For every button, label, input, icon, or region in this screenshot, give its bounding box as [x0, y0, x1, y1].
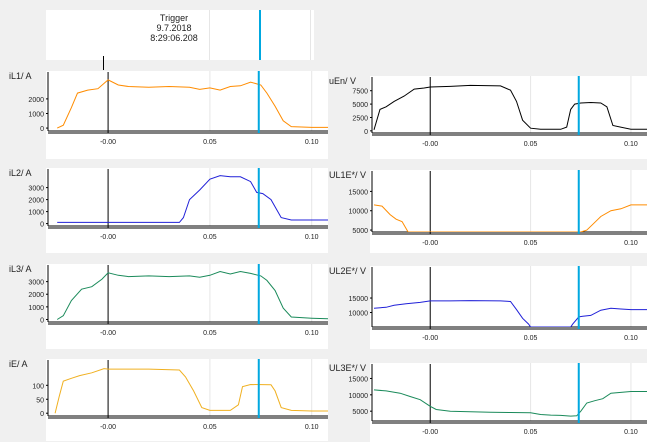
x-tick-label: -0.00 [422, 240, 438, 247]
y-tick-label: 3000 [28, 280, 44, 287]
cursor-line[interactable] [259, 10, 261, 60]
x-tick-label: -0.00 [422, 335, 438, 342]
y-axis-label: UL1E*/ V [329, 170, 366, 180]
y-tick-label: 15000 [349, 296, 369, 303]
y-tick-label: 0 [40, 222, 44, 229]
x-tick-label: 0.05 [203, 234, 217, 241]
trigger-time: 8:29:06.208 [150, 33, 198, 43]
x-tick-label: 0.05 [524, 429, 538, 436]
x-tick-label: -0.00 [100, 139, 116, 146]
plot-background [46, 71, 328, 159]
y-tick-label: 2500 [352, 115, 368, 122]
trigger-gridline [209, 10, 210, 60]
plot-background [46, 168, 328, 253]
x-tick-label: -0.00 [422, 141, 438, 148]
y-tick-label: 15000 [349, 376, 369, 383]
x-tick-label: 0.10 [305, 330, 319, 337]
x-tick-label: 0.05 [524, 335, 538, 342]
series-line-ul3e [373, 389, 647, 417]
y-tick-label: 0 [40, 317, 44, 324]
y-tick-label: 5000 [352, 228, 368, 235]
plot-background [46, 264, 328, 349]
x-tick-label: 0.05 [203, 139, 217, 146]
x-tick-label: 0.10 [624, 240, 638, 247]
trigger-gridline [310, 10, 311, 60]
x-tick-label: -0.00 [100, 424, 116, 431]
trigger-date: 9.7.2018 [156, 23, 192, 33]
y-tick-label: 2000 [28, 97, 44, 104]
x-tick-label: 0.05 [524, 240, 538, 247]
series-line-ul2e [373, 300, 647, 327]
y-axis-label: UL3E*/ V [329, 363, 366, 373]
y-tick-label: 2000 [28, 198, 44, 205]
y-tick-label: 5000 [352, 102, 368, 109]
series-line-il1 [56, 79, 328, 129]
chart-il2: iL2/ A 0 1000 2000 3000 -0.00 0.05 0.10 [9, 168, 328, 253]
y-tick-label: 0 [40, 411, 44, 418]
x-tick-label: 0.05 [203, 330, 217, 337]
plot-background [370, 76, 647, 159]
y-tick-label: 2000 [28, 292, 44, 299]
chart-ul3e: UL3E*/ V 5000 10000 15000 -0.00 0.05 0.10 [329, 363, 647, 442]
x-tick-label: -0.00 [422, 429, 438, 436]
plot-background [46, 359, 328, 441]
y-tick-label: 50 [36, 397, 44, 404]
y-tick-label: 1000 [28, 305, 44, 312]
y-axis-label: UL2E*/ V [329, 266, 366, 276]
y-tick-label: 5000 [352, 409, 368, 416]
x-tick-label: -0.00 [100, 234, 116, 241]
chart-ul_en: uEn/ V 0 2500 5000 7500 -0.00 0.05 0.10 [329, 76, 647, 159]
plot-background [370, 170, 647, 253]
x-tick-label: 0.10 [624, 335, 638, 342]
series-line-ie [54, 368, 328, 414]
y-axis-label: iL1/ A [9, 71, 32, 81]
plot-background [370, 266, 647, 349]
y-axis-label: iL3/ A [9, 264, 32, 274]
y-tick-label: 1000 [28, 111, 44, 118]
series-line-ul1e [373, 204, 647, 232]
y-tick-label: 1000 [28, 210, 44, 217]
y-tick-label: 15000 [349, 189, 369, 196]
x-tick-label: 0.10 [305, 234, 319, 241]
x-tick-label: -0.00 [100, 330, 116, 337]
x-tick-label: 0.10 [305, 424, 319, 431]
chart-ie: iE/ A 0 50 100 -0.00 0.05 0.10 [9, 359, 328, 441]
y-tick-label: 10000 [349, 393, 369, 400]
series-line-ul_en [373, 84, 647, 130]
chart-ul1e: UL1E*/ V 5000 10000 15000 -0.00 0.05 0.10 [329, 170, 647, 253]
x-tick-label: 0.05 [524, 141, 538, 148]
y-tick-label: 3000 [28, 186, 44, 193]
y-tick-label: 10000 [349, 311, 369, 318]
y-tick-label: 7500 [352, 89, 368, 96]
trigger-title: Trigger [159, 13, 189, 23]
y-tick-label: 100 [32, 383, 44, 390]
chart-il3: iL3/ A 0 1000 2000 3000 -0.00 0.05 0.10 [9, 264, 328, 349]
y-axis-label: iL2/ A [9, 168, 32, 178]
x-tick-label: 0.10 [624, 141, 638, 148]
x-tick-label: 0.10 [624, 429, 638, 436]
y-axis-label: uEn/ V [329, 76, 356, 86]
trigger-marker [103, 56, 104, 70]
chart-il1: iL1/ A 0 1000 2000 -0.00 0.05 0.10 [9, 71, 328, 159]
trigger-panel: Trigger 9.7.2018 8:29:06.208 [46, 10, 314, 70]
plot-background [370, 363, 647, 442]
x-tick-label: 0.05 [203, 424, 217, 431]
series-line-il2 [57, 175, 328, 223]
series-line-il3 [56, 270, 328, 320]
y-tick-label: 0 [40, 126, 44, 133]
y-tick-label: 10000 [349, 209, 369, 216]
y-tick-label: 0 [364, 129, 368, 136]
x-tick-label: 0.10 [305, 139, 319, 146]
y-axis-label: iE/ A [9, 359, 28, 369]
chart-ul2e: UL2E*/ V 10000 15000 -0.00 0.05 0.10 [329, 266, 647, 349]
